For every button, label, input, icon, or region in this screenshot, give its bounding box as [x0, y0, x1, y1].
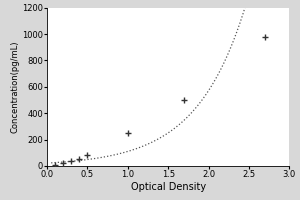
X-axis label: Optical Density: Optical Density	[130, 182, 206, 192]
Y-axis label: Concentration(pg/mL): Concentration(pg/mL)	[10, 41, 19, 133]
